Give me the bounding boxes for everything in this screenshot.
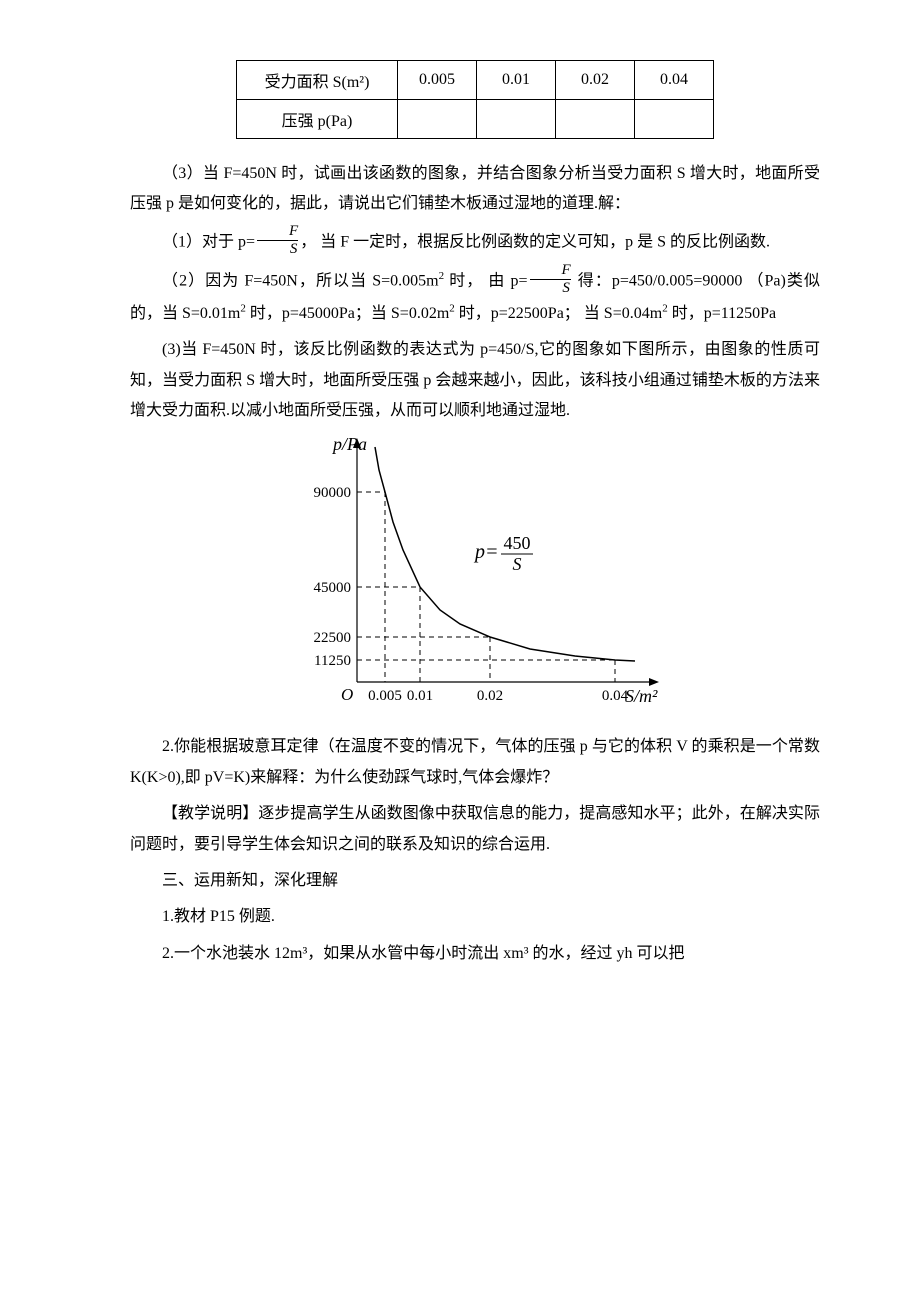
answer-2-a: （2）因为 F=450N，所以当 S=0.005m [162, 273, 439, 290]
svg-text:O: O [341, 685, 353, 704]
pressure-area-table: 受力面积 S(m²) 0.005 0.01 0.02 0.04 压强 p(Pa) [236, 60, 714, 139]
fraction-f-over-s-2: FS [528, 263, 573, 297]
table-row: 压强 p(Pa) [237, 100, 714, 139]
svg-text:0.005: 0.005 [368, 688, 402, 704]
svg-text:S: S [513, 554, 522, 574]
frac-num: F [530, 263, 571, 279]
row2-label: 压强 p(Pa) [237, 100, 398, 139]
exercise-2: 2.一个水池装水 12m³，如果从水管中每小时流出 xm³ 的水，经过 yh 可… [130, 939, 820, 969]
pressure-area-chart: p/Pa S/m² O 90000 45000 22500 11250 0.005 0.01 0.… [275, 432, 675, 722]
svg-text:45000: 45000 [314, 580, 352, 596]
row2-val-0 [398, 100, 477, 139]
row1-val-1: 0.01 [477, 61, 556, 100]
svg-text:0.02: 0.02 [477, 688, 503, 704]
row1-val-2: 0.02 [556, 61, 635, 100]
answer-1: （1）对于 p=FS， 当 F 一定时，根据反比例函数的定义可知，p 是 S 的… [130, 226, 820, 260]
frac-num: F [257, 224, 298, 240]
svg-text:22500: 22500 [314, 630, 352, 646]
answer-2-e: 时，p=22500Pa； 当 S=0.04m [455, 305, 662, 322]
question-boyle: 2.你能根据玻意耳定律（在温度不变的情况下，气体的压强 p 与它的体积 V 的乘… [130, 732, 820, 793]
row1-label: 受力面积 S(m²) [237, 61, 398, 100]
fraction-f-over-s: FS [255, 224, 300, 258]
question-3: （3）当 F=450N 时，试画出该函数的图象，并结合图象分析当受力面积 S 增… [130, 159, 820, 220]
answer-2-d: 时，p=45000Pa；当 S=0.02m [246, 305, 449, 322]
row2-val-3 [635, 100, 714, 139]
answer-1-a: （1）对于 p= [162, 233, 255, 250]
svg-text:p/Pa: p/Pa [331, 434, 367, 454]
exercise-1: 1.教材 P15 例题. [130, 902, 820, 932]
svg-text:450: 450 [504, 533, 531, 553]
svg-text:S/m²: S/m² [625, 686, 658, 706]
answer-3: (3)当 F=450N 时，该反比例函数的表达式为 p=450/S,它的图象如下… [130, 335, 820, 426]
answer-2: （2）因为 F=450N，所以当 S=0.005m2 时， 由 p=FS 得：p… [130, 265, 820, 329]
frac-den: S [530, 279, 571, 297]
row2-val-1 [477, 100, 556, 139]
answer-1-b: ， 当 F 一定时，根据反比例函数的定义可知，p 是 S 的反比例函数. [300, 233, 770, 250]
row1-val-3: 0.04 [635, 61, 714, 100]
answer-2-f: 时，p=11250Pa [668, 305, 776, 322]
svg-text:p=: p= [473, 541, 499, 563]
frac-den: S [257, 240, 298, 258]
answer-2-b: 时， 由 p= [444, 273, 527, 290]
svg-text:11250: 11250 [314, 653, 351, 669]
svg-text:90000: 90000 [314, 485, 352, 501]
table-row: 受力面积 S(m²) 0.005 0.01 0.02 0.04 [237, 61, 714, 100]
svg-text:0.01: 0.01 [407, 688, 433, 704]
row1-val-0: 0.005 [398, 61, 477, 100]
section-3-heading: 三、运用新知，深化理解 [130, 866, 820, 896]
chart-svg: p/Pa S/m² O 90000 45000 22500 11250 0.005 0.01 0.… [275, 432, 675, 722]
row2-val-2 [556, 100, 635, 139]
svg-text:0.04: 0.04 [602, 688, 629, 704]
teaching-note: 【教学说明】逐步提高学生从函数图像中获取信息的能力，提高感知水平；此外，在解决实… [130, 799, 820, 860]
